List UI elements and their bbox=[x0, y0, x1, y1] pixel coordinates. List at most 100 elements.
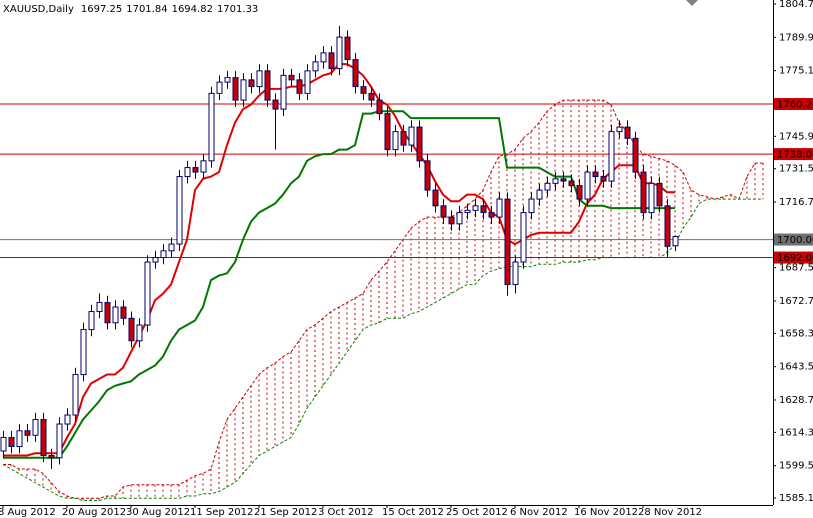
candle-body bbox=[128, 317, 135, 342]
candle-body bbox=[320, 52, 327, 63]
symbol: XAUUSD,Daily bbox=[3, 4, 74, 15]
x-tick-label: 20 Aug 2012 bbox=[62, 507, 126, 518]
y-tick-label: 1804.70 bbox=[779, 0, 813, 10]
level-label: 1738.00 bbox=[777, 150, 813, 161]
x-tick-label: 16 Nov 2012 bbox=[574, 507, 638, 518]
y-tick-label: 1687.50 bbox=[779, 263, 813, 274]
y-tick-label: 1745.90 bbox=[779, 131, 813, 142]
candle-body bbox=[448, 216, 455, 225]
y-tick-label: 1628.70 bbox=[779, 395, 813, 406]
candle-body bbox=[504, 198, 511, 286]
candle-body bbox=[496, 198, 503, 218]
candle-body bbox=[432, 189, 439, 207]
y-tick-label: 1614.30 bbox=[779, 427, 813, 438]
candle-body bbox=[352, 59, 359, 88]
candle-body bbox=[80, 329, 87, 376]
candle-body bbox=[40, 419, 47, 457]
ohlc-open: 1697.25 bbox=[81, 4, 122, 15]
candle-body bbox=[616, 126, 623, 133]
candle-body bbox=[552, 178, 559, 184]
candle-body bbox=[24, 430, 31, 436]
candle-body bbox=[376, 99, 383, 115]
y-tick-label: 1716.70 bbox=[779, 197, 813, 208]
y-tick-label: 1731.50 bbox=[779, 164, 813, 175]
candle-body bbox=[416, 126, 423, 162]
candle-body bbox=[632, 137, 639, 173]
candle-body bbox=[48, 455, 55, 459]
candle-body bbox=[656, 182, 663, 207]
candle-body bbox=[288, 74, 295, 81]
level-label: 1760.26 bbox=[777, 100, 813, 111]
candle-body bbox=[88, 311, 95, 331]
candle-body bbox=[328, 52, 335, 70]
candle-body bbox=[368, 92, 375, 101]
candle-body bbox=[296, 79, 303, 94]
candle-body bbox=[336, 36, 343, 70]
candle-body bbox=[392, 131, 399, 151]
ohlc-close: 1701.33 bbox=[217, 4, 258, 15]
candle-body bbox=[0, 437, 7, 452]
candle-body bbox=[224, 77, 231, 83]
candle-body bbox=[440, 205, 447, 218]
candle-body bbox=[584, 171, 591, 200]
candle-body bbox=[488, 212, 495, 218]
candle-body bbox=[280, 74, 287, 110]
candle-body bbox=[456, 212, 463, 225]
candle-body bbox=[304, 70, 311, 94]
candle-body bbox=[120, 306, 127, 319]
level-label-box bbox=[774, 251, 813, 264]
x-tick-label: 11 Sep 2012 bbox=[190, 507, 253, 518]
x-tick-label: 8 Aug 2012 bbox=[0, 507, 56, 518]
level-label-box bbox=[774, 98, 813, 111]
candle-body bbox=[512, 261, 519, 286]
candle-body bbox=[216, 81, 223, 94]
y-tick-label: 1789.90 bbox=[779, 32, 813, 43]
candle-body bbox=[208, 92, 215, 162]
candle-body bbox=[264, 70, 271, 101]
x-tick-label: 6 Nov 2012 bbox=[510, 507, 568, 518]
shift-marker bbox=[686, 0, 698, 6]
candle-body bbox=[576, 185, 583, 200]
candle-body bbox=[240, 79, 247, 101]
level-label-box bbox=[774, 233, 813, 246]
candle-body bbox=[344, 36, 351, 61]
candle-body bbox=[536, 189, 543, 200]
candle-body bbox=[16, 430, 23, 448]
candle-body bbox=[472, 205, 479, 211]
candle-body bbox=[72, 374, 79, 416]
candle-body bbox=[480, 205, 487, 214]
candle-body bbox=[408, 126, 415, 146]
y-tick-label: 1672.70 bbox=[779, 296, 813, 307]
x-tick-label: 15 Oct 2012 bbox=[382, 507, 444, 518]
candle-body bbox=[544, 182, 551, 191]
candle-body bbox=[32, 419, 39, 436]
candle-body bbox=[96, 302, 103, 313]
candle-body bbox=[232, 77, 239, 101]
cloud-span bbox=[2, 198, 763, 501]
candle-body bbox=[528, 198, 535, 214]
ohlc-high: 1701.84 bbox=[126, 4, 167, 15]
candle-body bbox=[8, 437, 15, 448]
candle-body bbox=[384, 113, 391, 151]
candle-body bbox=[200, 160, 207, 173]
level-label: 1692.00 bbox=[777, 253, 813, 264]
candle-body bbox=[312, 61, 319, 72]
candle-body bbox=[464, 209, 471, 214]
candle-body bbox=[56, 423, 63, 459]
candle-body bbox=[168, 243, 175, 252]
candle-body bbox=[192, 167, 199, 173]
y-tick-label: 1658.30 bbox=[779, 328, 813, 339]
chart-header: XAUUSD,Daily 1697.25 1701.84 1694.82 1701.33 bbox=[3, 4, 258, 15]
candle-body bbox=[152, 257, 159, 263]
candle-body bbox=[648, 182, 655, 214]
candle-body bbox=[640, 171, 647, 214]
candle-body bbox=[624, 126, 631, 139]
candle-body bbox=[592, 171, 599, 178]
y-tick-label: 1585.10 bbox=[779, 493, 813, 504]
candle-body bbox=[400, 131, 407, 146]
candles-layer bbox=[0, 25, 679, 470]
candle-body bbox=[248, 79, 255, 88]
